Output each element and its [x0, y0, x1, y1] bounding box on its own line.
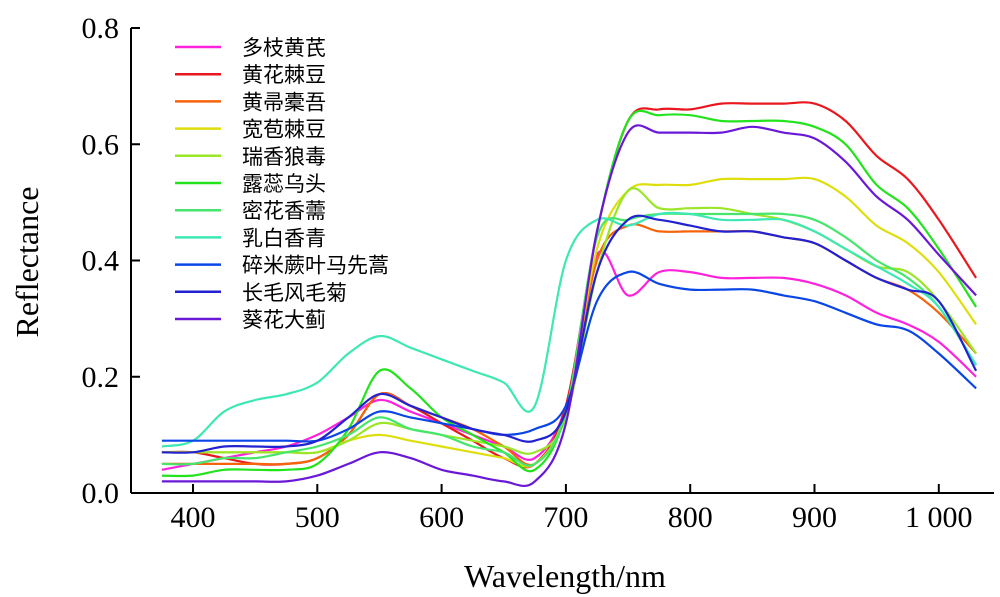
legend-label: 葵花大蓟 — [242, 308, 326, 332]
y-tick-label: 0.2 — [82, 361, 120, 394]
y-tick-label: 0.8 — [82, 12, 120, 45]
legend: 多枝黄芪黄花棘豆黄帚橐吾宽苞棘豆瑞香狼毒露蕊乌头密花香薷乳白香青碎米蕨叶马先蒿长… — [175, 36, 389, 332]
y-axis-title: Reflectance — [9, 187, 45, 338]
x-tick-label: 800 — [668, 501, 713, 534]
y-tick-label: 0.4 — [82, 245, 120, 278]
legend-label: 多枝黄芪 — [242, 36, 326, 60]
series-line-9 — [161, 270, 977, 443]
x-tick-label: 600 — [419, 501, 464, 534]
legend-label: 黄花棘豆 — [242, 63, 326, 87]
legend-label: 密花香薷 — [242, 199, 326, 223]
x-tick-label: 700 — [543, 501, 588, 534]
series-line-8 — [161, 211, 978, 448]
x-tick-label: 400 — [171, 501, 216, 534]
legend-label: 长毛风毛菊 — [242, 281, 347, 305]
legend-label: 瑞香狼毒 — [242, 145, 326, 169]
y-tick-label: 0.6 — [82, 128, 120, 161]
legend-label: 黄帚橐吾 — [242, 90, 326, 114]
y-tick-label: 0.0 — [82, 477, 120, 510]
legend-label: 宽苞棘豆 — [242, 118, 326, 142]
x-tick-label: 900 — [792, 501, 837, 534]
x-axis-title: Wavelength/nm — [464, 558, 666, 594]
x-tick-label: 500 — [295, 501, 340, 534]
x-ticks: 400 500 600 700 800 900 1 000 — [171, 484, 973, 534]
series-line-11 — [161, 124, 977, 487]
legend-label: 碎米蕨叶马先蒿 — [242, 254, 389, 278]
series-lines — [161, 101, 978, 487]
legend-label: 露蕊乌头 — [242, 172, 326, 196]
y-ticks: 0.0 0.2 0.4 0.6 0.8 — [82, 12, 140, 510]
x-tick-label: 1 000 — [905, 501, 973, 534]
legend-label: 乳白香青 — [242, 226, 326, 250]
series-line-7 — [161, 212, 978, 467]
